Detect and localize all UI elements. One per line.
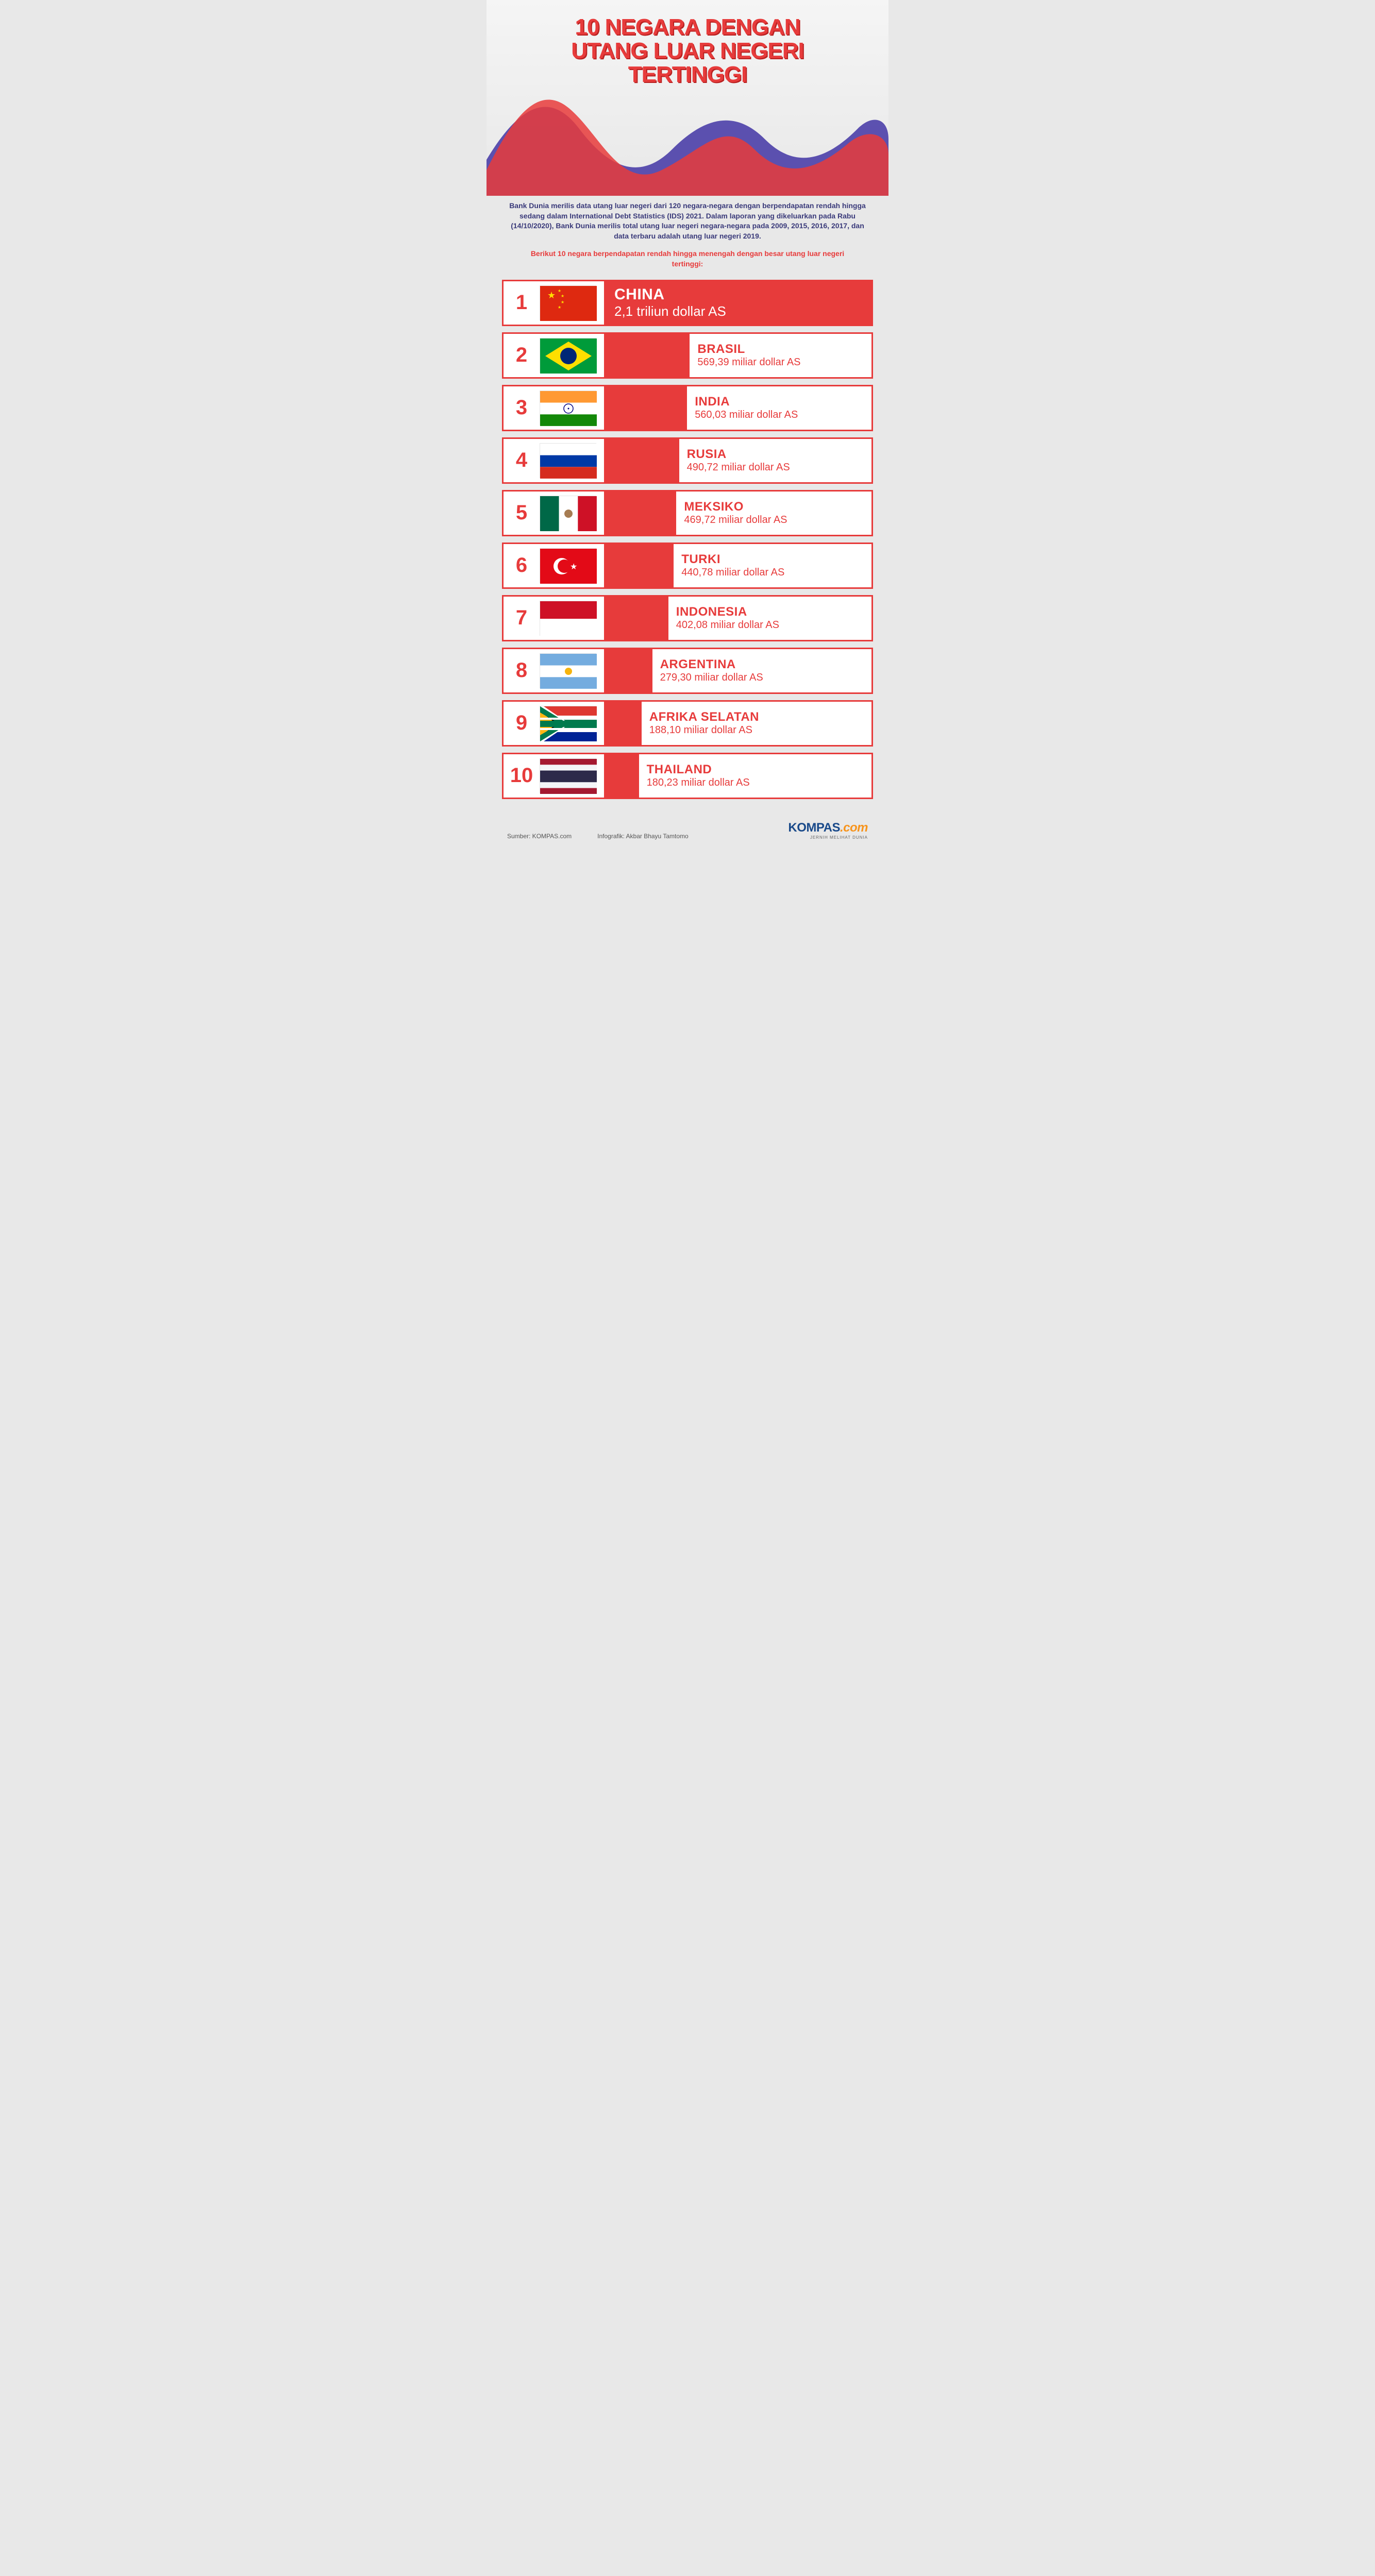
debt-value: 2,1 triliun dollar AS: [614, 303, 726, 319]
footer: Sumber: KOMPAS.com Infografik: Akbar Bha…: [487, 816, 888, 855]
rank-number: 5: [504, 501, 540, 524]
kompas-logo: KOMPAS.com JERNIH MELIHAT DUNIA: [788, 821, 868, 840]
value-bar: [604, 543, 674, 589]
rank-number: 8: [504, 659, 540, 682]
flag-icon: [540, 496, 596, 531]
infographic-container: 10 NEGARA DENGANUTANG LUAR NEGERITERTING…: [487, 0, 888, 855]
value-bar: [604, 700, 642, 747]
country-name: INDONESIA: [676, 605, 779, 619]
country-info: MEKSIKO 469,72 miliar dollar AS: [684, 500, 787, 526]
svg-text:★: ★: [561, 294, 564, 298]
flag-icon: [540, 443, 596, 478]
flag-icon: [540, 338, 596, 373]
country-name: THAILAND: [647, 762, 750, 777]
country-row: 3 INDIA 560,03 miliar dollar AS: [502, 385, 873, 431]
flag-icon: ★★★★★: [540, 285, 596, 320]
country-info: INDONESIA 402,08 miliar dollar AS: [676, 605, 779, 631]
flag-icon: [540, 758, 596, 793]
logo-suffix: .com: [840, 821, 868, 835]
rank-number: 2: [504, 344, 540, 367]
svg-text:★: ★: [570, 563, 577, 571]
country-info: AFRIKA SELATAN 188,10 miliar dollar AS: [649, 710, 759, 736]
country-row: 4 RUSIA 490,72 miliar dollar AS: [502, 437, 873, 484]
country-info: CHINA 2,1 triliun dollar AS: [614, 286, 726, 319]
svg-text:★: ★: [547, 290, 556, 300]
country-row: 6 ★ TURKI 440,78 miliar dollar AS: [502, 543, 873, 589]
country-name: TURKI: [681, 552, 784, 567]
credit-label: Infografik: Akbar Bhayu Tamtomo: [597, 833, 689, 840]
logo-tagline: JERNIH MELIHAT DUNIA: [788, 835, 868, 840]
logo-text: KOMPAS: [788, 821, 840, 835]
debt-value: 279,30 miliar dollar AS: [660, 672, 763, 684]
country-info: THAILAND 180,23 miliar dollar AS: [647, 762, 750, 789]
rank-number: 10: [504, 764, 540, 787]
rank-number: 6: [504, 554, 540, 577]
country-info: TURKI 440,78 miliar dollar AS: [681, 552, 784, 579]
flag-icon: [540, 601, 596, 636]
subtitle-text: Berikut 10 negara berpendapatan rendah h…: [487, 244, 888, 279]
debt-value: 569,39 miliar dollar AS: [697, 357, 800, 368]
country-name: CHINA: [614, 286, 726, 303]
country-info: BRASIL 569,39 miliar dollar AS: [697, 342, 800, 368]
header-background: 10 NEGARA DENGANUTANG LUAR NEGERITERTING…: [487, 0, 888, 196]
flag-icon: [540, 653, 596, 688]
debt-value: 469,72 miliar dollar AS: [684, 514, 787, 526]
rank-number: 9: [504, 711, 540, 735]
country-row: 5 MEKSIKO 469,72 miliar dollar AS: [502, 490, 873, 536]
source-label: Sumber: KOMPAS.com: [507, 833, 572, 840]
intro-text: Bank Dunia merilis data utang luar neger…: [487, 196, 888, 244]
flag-icon: [540, 391, 596, 426]
rank-number: 7: [504, 606, 540, 630]
value-bar: [604, 437, 679, 484]
country-info: RUSIA 490,72 miliar dollar AS: [687, 447, 790, 473]
value-bar: [604, 595, 668, 641]
value-bar: [604, 385, 687, 431]
value-bar: [604, 490, 676, 536]
country-name: BRASIL: [697, 342, 800, 357]
rank-number: 1: [504, 291, 540, 314]
country-name: INDIA: [695, 395, 798, 409]
debt-value: 402,08 miliar dollar AS: [676, 619, 779, 631]
country-name: RUSIA: [687, 447, 790, 462]
flag-icon: [540, 706, 596, 741]
country-name: ARGENTINA: [660, 657, 763, 672]
main-title: 10 NEGARA DENGANUTANG LUAR NEGERITERTING…: [487, 15, 888, 87]
country-row: 2 BRASIL 569,39 miliar dollar AS: [502, 332, 873, 379]
country-row: 1 ★★★★★ CHINA 2,1 triliun dollar AS: [502, 280, 873, 326]
value-bar: [604, 648, 652, 694]
value-bar: [604, 753, 639, 799]
debt-value: 560,03 miliar dollar AS: [695, 409, 798, 421]
country-row: 7 INDONESIA 402,08 miliar dollar AS: [502, 595, 873, 641]
country-list: 1 ★★★★★ CHINA 2,1 triliun dollar AS 2 BR…: [487, 280, 888, 816]
country-name: MEKSIKO: [684, 500, 787, 514]
country-info: ARGENTINA 279,30 miliar dollar AS: [660, 657, 763, 684]
rank-number: 3: [504, 396, 540, 419]
rank-number: 4: [504, 449, 540, 472]
svg-text:★: ★: [558, 289, 561, 293]
country-name: AFRIKA SELATAN: [649, 710, 759, 724]
svg-text:★: ★: [561, 300, 564, 304]
country-info: INDIA 560,03 miliar dollar AS: [695, 395, 798, 421]
value-bar: [604, 332, 690, 379]
country-row: 9 AFRIKA SELATAN 188,10 miliar dollar AS: [502, 700, 873, 747]
svg-text:★: ★: [558, 305, 561, 310]
debt-value: 180,23 miliar dollar AS: [647, 777, 750, 789]
country-row: 8 ARGENTINA 279,30 miliar dollar AS: [502, 648, 873, 694]
country-row: 10 THAILAND 180,23 miliar dollar AS: [502, 753, 873, 799]
footer-credits: Sumber: KOMPAS.com Infografik: Akbar Bha…: [507, 833, 689, 840]
flag-icon: ★: [540, 548, 596, 583]
debt-value: 188,10 miliar dollar AS: [649, 724, 759, 736]
debt-value: 440,78 miliar dollar AS: [681, 567, 784, 579]
debt-value: 490,72 miliar dollar AS: [687, 462, 790, 473]
